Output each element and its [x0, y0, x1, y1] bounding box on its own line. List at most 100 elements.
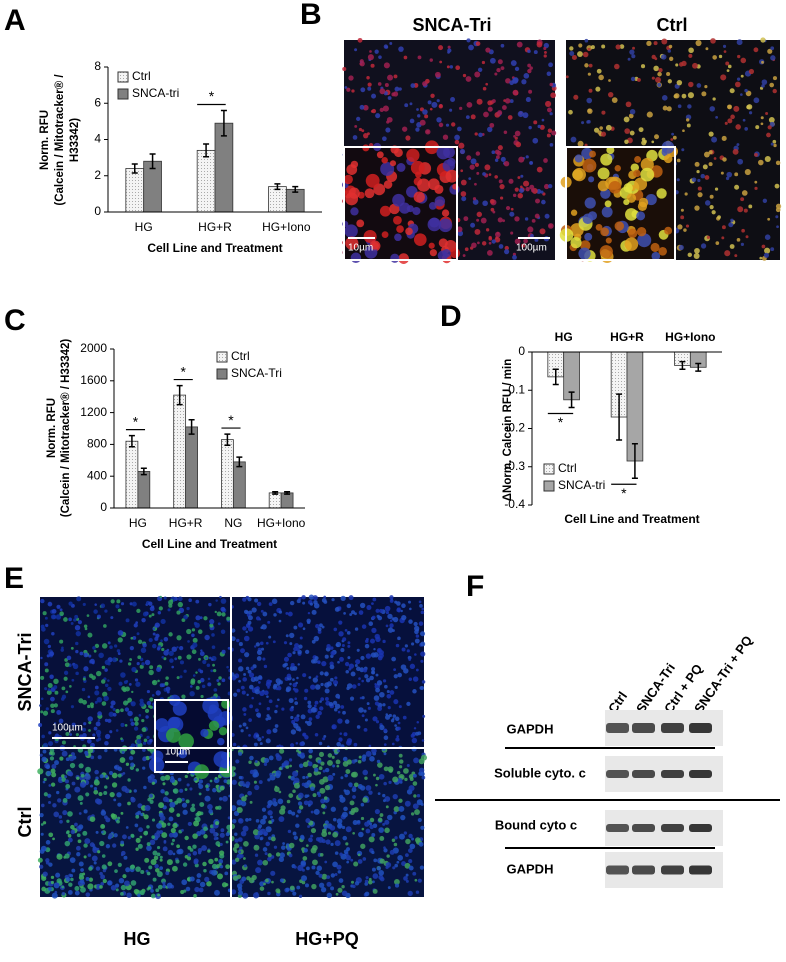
cell [108, 833, 113, 838]
cell [68, 890, 73, 895]
cell [634, 156, 641, 163]
cell [110, 616, 113, 619]
cell [775, 184, 780, 189]
cell [414, 622, 418, 626]
cell [271, 819, 274, 822]
cell [395, 87, 400, 92]
cell [727, 118, 732, 123]
cell [237, 883, 242, 888]
cell [193, 851, 198, 856]
cell [422, 81, 427, 86]
cell [121, 885, 126, 890]
cell [711, 137, 717, 143]
cell [144, 739, 148, 743]
cell [312, 859, 318, 865]
cell [140, 891, 144, 895]
cell [243, 857, 246, 860]
cell [203, 834, 207, 838]
cell [86, 877, 90, 881]
cell [371, 602, 374, 605]
cell [48, 832, 53, 837]
cell [623, 199, 629, 205]
cell [318, 627, 322, 631]
cell [195, 671, 197, 673]
cell [220, 828, 224, 832]
cell [69, 685, 72, 688]
cell [142, 767, 145, 770]
cell [678, 104, 682, 108]
cell [266, 826, 272, 832]
cell [308, 838, 313, 843]
cell [770, 247, 774, 251]
cell [476, 41, 481, 46]
cell [483, 112, 489, 118]
cell [762, 79, 768, 85]
panel-letter: B [300, 0, 322, 31]
cell [50, 697, 55, 702]
y-axis-label: (Calcein / Mitotracker® / [54, 74, 66, 206]
cell [278, 816, 284, 822]
cell [712, 55, 717, 60]
cell [578, 248, 590, 260]
cell [241, 686, 245, 690]
cell [267, 707, 270, 710]
cell [319, 766, 323, 770]
cell [361, 803, 365, 807]
cell [149, 757, 164, 772]
cell [342, 637, 346, 641]
cell [259, 702, 262, 705]
cell [52, 837, 55, 840]
cell [537, 167, 543, 173]
cell [476, 151, 480, 155]
cell [368, 54, 374, 60]
cell [342, 891, 348, 897]
cell [457, 127, 462, 132]
y-tick-label: 8 [94, 59, 101, 73]
cell [587, 120, 591, 124]
cell [186, 654, 191, 659]
cell [50, 703, 55, 708]
cell [41, 833, 44, 836]
cell [182, 810, 187, 815]
cell [378, 792, 381, 795]
cell [304, 735, 308, 739]
cell [247, 597, 251, 601]
cell [79, 812, 82, 815]
cell [393, 216, 402, 225]
cell [466, 76, 472, 82]
cell [40, 710, 43, 713]
cell [119, 659, 122, 662]
cell [332, 832, 338, 838]
cell [51, 614, 56, 619]
cell [657, 72, 662, 77]
cell [200, 729, 208, 737]
cell [521, 79, 526, 84]
cell [306, 844, 309, 847]
cell [737, 55, 740, 58]
cell [90, 816, 96, 822]
cell [176, 635, 181, 640]
cell [125, 788, 130, 793]
cell [290, 601, 294, 605]
cell [111, 813, 115, 817]
cell [178, 778, 182, 782]
cell [76, 596, 81, 601]
cell [748, 205, 752, 209]
cell [298, 728, 301, 731]
cell [420, 642, 425, 647]
cell [208, 707, 223, 722]
cell [315, 733, 319, 737]
cell [169, 817, 174, 822]
cell [311, 811, 314, 814]
cell [178, 602, 183, 607]
cell [675, 63, 678, 66]
cell [177, 676, 180, 679]
cell [336, 865, 341, 870]
cell [157, 680, 160, 683]
cell [327, 760, 333, 766]
cell [48, 602, 53, 607]
cell [425, 129, 430, 134]
cell [128, 662, 131, 665]
cell [414, 191, 425, 202]
cell [85, 628, 88, 631]
